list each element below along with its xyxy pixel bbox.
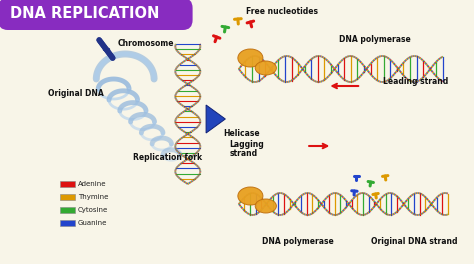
Text: Thymine: Thymine xyxy=(78,194,109,200)
Polygon shape xyxy=(206,105,225,133)
Text: Cytosine: Cytosine xyxy=(78,207,108,213)
Text: Original DNA strand: Original DNA strand xyxy=(371,238,457,247)
Text: Free nucleotides: Free nucleotides xyxy=(246,7,318,16)
Text: Lagging
strand: Lagging strand xyxy=(229,140,264,158)
Text: Helicase: Helicase xyxy=(223,130,260,139)
Text: Guanine: Guanine xyxy=(78,220,108,226)
Text: DNA REPLICATION: DNA REPLICATION xyxy=(9,7,159,21)
Ellipse shape xyxy=(255,199,276,213)
Text: Leading strand: Leading strand xyxy=(383,77,448,86)
Text: Original DNA: Original DNA xyxy=(48,89,104,98)
Text: Chromosome: Chromosome xyxy=(118,40,174,49)
Text: Adenine: Adenine xyxy=(78,181,107,187)
FancyBboxPatch shape xyxy=(60,220,75,226)
FancyBboxPatch shape xyxy=(60,194,75,200)
FancyBboxPatch shape xyxy=(60,181,75,187)
FancyBboxPatch shape xyxy=(0,0,192,30)
Text: DNA polymerase: DNA polymerase xyxy=(339,35,411,45)
Ellipse shape xyxy=(238,187,263,205)
Text: Replication fork: Replication fork xyxy=(133,153,202,163)
Ellipse shape xyxy=(255,61,276,75)
Ellipse shape xyxy=(238,49,263,67)
FancyBboxPatch shape xyxy=(60,207,75,213)
Text: DNA polymerase: DNA polymerase xyxy=(262,238,334,247)
